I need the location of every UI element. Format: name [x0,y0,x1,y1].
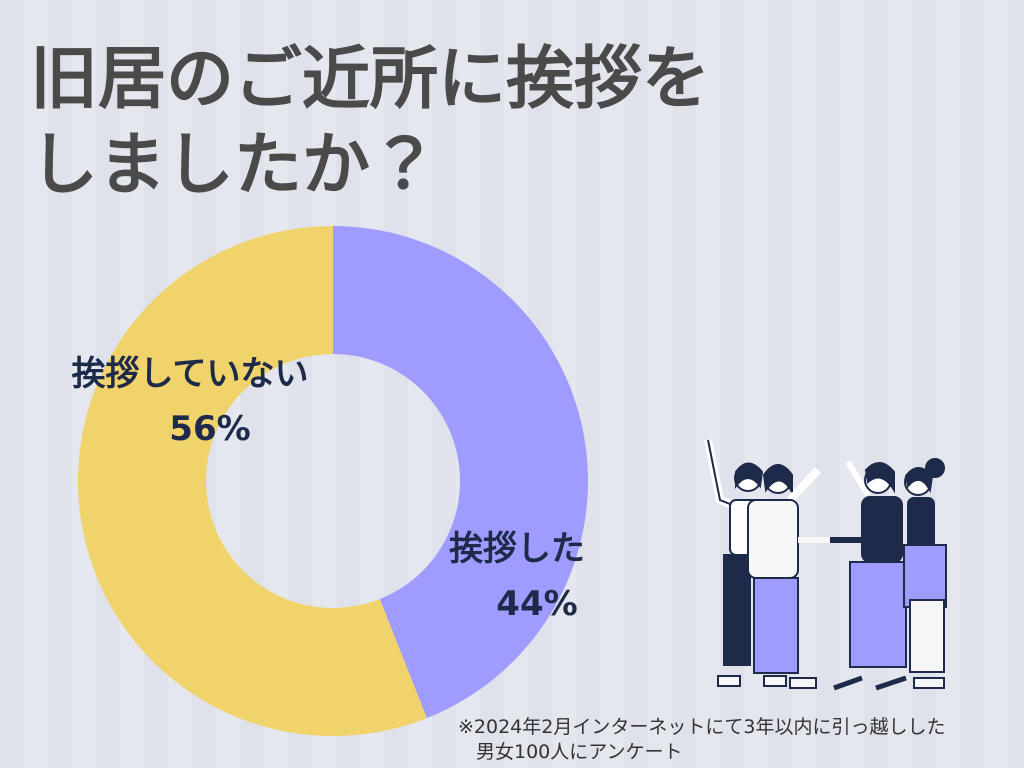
value-label: 56% [169,409,250,449]
donut-segment [78,226,427,736]
illustration [704,439,947,691]
chart-title: しましたか？ [30,126,438,205]
category-label: 挨拶していない [72,354,309,394]
note: 男女100人にアンケート [476,741,683,763]
donut-segment [333,226,589,719]
chart-title: 旧居のご近所に挨拶を [30,40,710,119]
note: ※2024年2月インターネットにて3年以内に引っ越しした [458,716,945,738]
donut [78,226,589,736]
value-label: 44% [496,584,577,624]
category-label: 挨拶した [449,529,585,569]
